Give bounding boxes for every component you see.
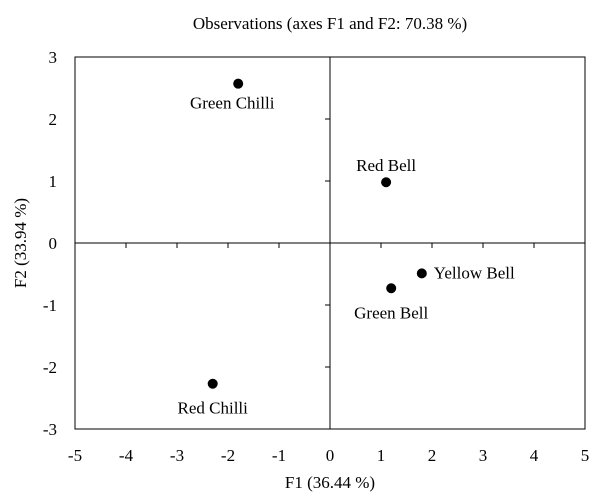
tick-layer: -5 -4 -3 -2 -1 0 1 2 3 4 5 3 2 1 0 -1 -2 -3 [43, 48, 589, 465]
x-tick-label: -2 [221, 446, 235, 465]
x-tick-label: 2 [428, 446, 437, 465]
points-layer: Green Chilli Red Bell Yellow Bell Green Bel… [178, 78, 515, 418]
point-label: Yellow Bell [434, 263, 515, 282]
data-point [207, 378, 218, 389]
x-tick-label: 1 [377, 446, 386, 465]
y-tick-label: 0 [49, 234, 58, 253]
chart-title: Observations (axes F1 and F2: 70.38 %) [193, 14, 467, 33]
x-axis-label: F1 (36.44 %) [285, 473, 375, 492]
y-tick-label: -3 [43, 420, 57, 439]
y-tick-label: 3 [49, 48, 58, 67]
point-label: Red Bell [356, 156, 416, 175]
x-tick-label: 0 [326, 446, 335, 465]
y-tick-label: -1 [43, 296, 57, 315]
x-tick-label: -5 [68, 446, 82, 465]
data-point [233, 78, 244, 89]
point-label: Green Chilli [190, 94, 275, 113]
point-label: Red Chilli [178, 399, 249, 418]
data-point [381, 177, 392, 188]
x-tick-label: -3 [170, 446, 184, 465]
data-point [386, 283, 397, 294]
y-tick-label: 1 [49, 172, 58, 191]
x-tick-label: -1 [272, 446, 286, 465]
x-tick-label: 4 [530, 446, 539, 465]
y-axis-label: F2 (33.94 %) [11, 198, 30, 288]
y-tick-label: -2 [43, 358, 57, 377]
point-label: Green Bell [354, 303, 428, 322]
data-point [416, 268, 427, 279]
x-tick-label: 3 [479, 446, 488, 465]
x-tick-label: 5 [581, 446, 590, 465]
x-tick-label: -4 [119, 446, 134, 465]
y-tick-label: 2 [49, 110, 58, 129]
